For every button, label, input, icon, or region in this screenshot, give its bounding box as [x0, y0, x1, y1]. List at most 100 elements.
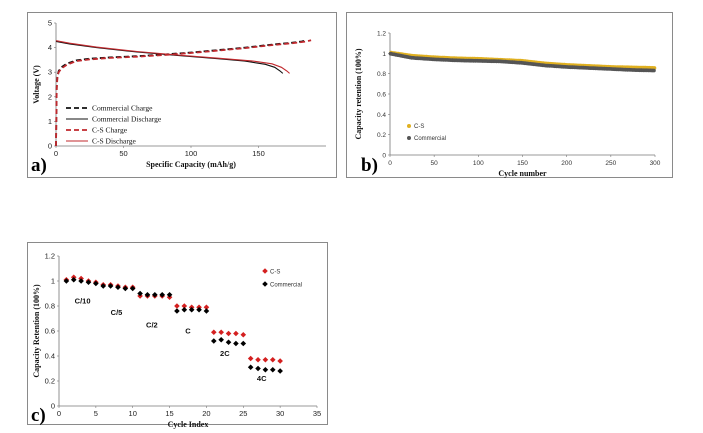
data-point: [174, 303, 180, 309]
x-tick-label: 20: [202, 409, 210, 418]
data-point: [137, 290, 143, 297]
data-point: [188, 306, 195, 313]
y-tick-label: 0.6: [45, 327, 55, 336]
rate-annotation: C/5: [111, 308, 123, 317]
x-tick-label: 0: [388, 160, 392, 167]
legend-label: C-S: [414, 124, 424, 130]
y-tick-label: 0.6: [377, 92, 386, 99]
rate-annotation: C/10: [75, 297, 91, 306]
data-point: [115, 284, 121, 291]
x-tick-label: 15: [165, 409, 173, 418]
data-point: [225, 339, 232, 346]
x-tick-label: 10: [129, 409, 137, 418]
y-tick-label: 0: [51, 402, 55, 411]
cycle-retention-panel: 0 0.2 0.4 0.6 0.8 1 1.2 0 50 100 150 200 250 300 Cycle…: [346, 12, 673, 178]
legend-marker: [262, 281, 268, 287]
data-point: [218, 336, 224, 343]
y-tick-label: 0.2: [377, 132, 386, 139]
data-point: [166, 291, 173, 298]
y-axis-title: Capacity Retention (100%): [32, 284, 41, 378]
data-point: [652, 68, 656, 73]
y-axis-title: Voltage (V): [32, 65, 41, 104]
x-tick-label: 50: [119, 149, 127, 158]
data-point: [85, 279, 92, 286]
x-tick-label: 100: [185, 149, 198, 158]
y-tick-label: 0.8: [45, 302, 55, 311]
y-tick-label: 1: [382, 51, 386, 58]
y-tick-label: 1.2: [45, 252, 55, 261]
legend-label: Commercial Charge: [92, 104, 153, 113]
y-tick-label: 1: [48, 117, 52, 126]
x-tick-label: 300: [650, 160, 661, 167]
rate-capability-chart: 0 0.2 0.4 0.6 0.8 1 1.2 0 5 10 15 20 25 30 35 Cycle Ind…: [31, 252, 321, 430]
data-point: [181, 306, 188, 313]
y-tick-label: 0.4: [377, 112, 386, 119]
legend-label: C-S: [270, 270, 280, 276]
data-point: [247, 364, 254, 371]
legend-label: Commercial: [414, 136, 446, 142]
series-line-3: [55, 40, 290, 74]
y-tick-label: 3: [48, 68, 52, 77]
legend-label: C-S Discharge: [92, 137, 136, 146]
data-point: [152, 291, 158, 298]
data-point: [218, 329, 224, 336]
data-point: [211, 338, 217, 344]
y-tick-label: 5: [48, 19, 52, 28]
data-point: [269, 366, 276, 373]
panel-label: a): [31, 155, 47, 176]
x-tick-label: 30: [276, 409, 284, 418]
legend-label: Commercial Discharge: [92, 115, 162, 124]
data-point: [107, 283, 114, 289]
x-tick-label: 0: [54, 149, 58, 158]
data-point: [269, 356, 276, 363]
data-point: [233, 340, 239, 347]
charge-discharge-panel: 0 1 2 3 4 5 0 50 100 150 Specific Capacity (mAh/g)…: [27, 12, 337, 178]
y-tick-label: 2: [48, 92, 52, 101]
x-tick-label: 150: [517, 160, 528, 167]
data-point: [196, 306, 202, 313]
legend-label: Commercial: [270, 283, 302, 289]
data-point: [277, 358, 283, 364]
y-tick-label: 1: [51, 277, 55, 286]
x-tick-label: 100: [473, 160, 484, 167]
data-point: [93, 280, 99, 287]
x-tick-label: 0: [57, 409, 61, 418]
x-tick-label: 35: [313, 409, 321, 418]
legend-marker: [262, 268, 268, 274]
data-point: [129, 285, 136, 292]
rate-capability-panel: 0 0.2 0.4 0.6 0.8 1 1.2 0 5 10 15 20 25 30 35 Cycle Ind…: [27, 242, 328, 430]
panel-label: c): [31, 405, 46, 426]
x-tick-label: 250: [605, 160, 616, 167]
data-point: [122, 285, 129, 292]
rate-annotation: 4C: [257, 374, 267, 383]
data-point: [240, 340, 247, 347]
data-point: [174, 308, 180, 314]
capacity-retention-chart: 0 0.2 0.4 0.6 0.8 1 1.2 0 50 100 150 200 250 300 Cycle…: [354, 31, 661, 179]
data-point: [262, 356, 269, 363]
y-tick-label: 0.2: [45, 377, 55, 386]
data-point: [63, 278, 70, 284]
data-point: [144, 291, 151, 298]
data-point: [277, 368, 283, 374]
y-tick-label: 0.8: [377, 71, 386, 78]
data-point: [233, 330, 239, 337]
y-axis-title: Capacity retention (100%): [354, 48, 363, 139]
x-axis-title: Specific Capacity (mAh/g): [146, 160, 236, 169]
rate-annotation: 2C: [220, 349, 230, 358]
data-point: [262, 366, 269, 373]
x-axis-title: Cycle Index: [168, 420, 209, 429]
x-tick-label: 25: [239, 409, 247, 418]
data-point: [203, 308, 210, 314]
y-tick-label: 1.2: [377, 31, 386, 38]
x-tick-label: 150: [252, 149, 265, 158]
rate-annotation: C: [185, 327, 191, 336]
data-point: [255, 356, 261, 363]
y-tick-label: 4: [48, 43, 52, 52]
panel-label: b): [361, 155, 378, 176]
data-point: [255, 365, 261, 372]
data-point: [181, 303, 188, 309]
data-point: [240, 331, 247, 338]
legend-label: C-S Charge: [92, 126, 128, 135]
series-line-2: [55, 39, 312, 147]
